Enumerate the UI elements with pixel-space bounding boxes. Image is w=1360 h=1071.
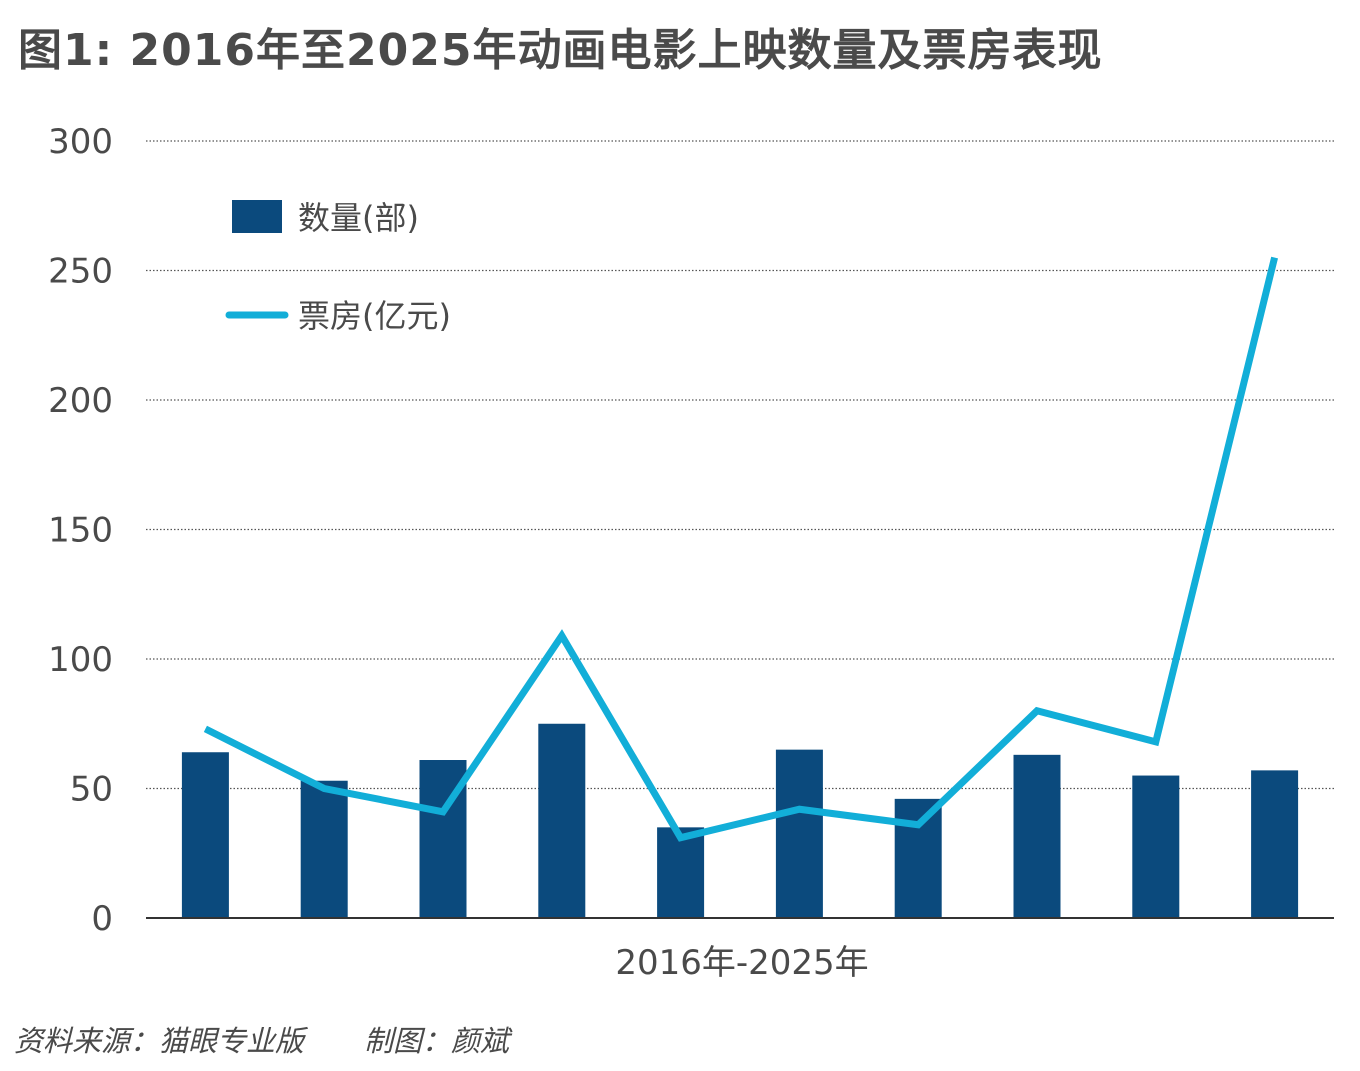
y-tick-label: 300 (48, 122, 113, 162)
box-office-line (203, 256, 1278, 842)
legend-bar-label: 数量(部) (298, 199, 419, 237)
legend: 数量(部) 票房(亿元) (225, 199, 451, 335)
footer: 资料来源：猫眼专业版 制图：颜斌 (14, 1018, 509, 1060)
y-tick-label: 250 (48, 252, 113, 292)
bar-2016 (181, 752, 229, 918)
bar-2021 (775, 749, 823, 918)
bar-2024 (1132, 775, 1180, 918)
bar-2017 (300, 780, 348, 918)
author-note: 制图：颜斌 (364, 1024, 510, 1058)
bar-2019 (538, 723, 586, 918)
y-axis-ticks: 0 50 100 150 200 250 300 (48, 122, 113, 939)
y-tick-label: 200 (48, 381, 113, 421)
source-note: 资料来源：猫眼专业版 (14, 1024, 305, 1058)
y-tick-label: 50 (70, 770, 113, 810)
y-tick-label: 100 (48, 640, 113, 680)
chart-title: 图1: 2016年至2025年动画电影上映数量及票房表现 (18, 25, 1103, 76)
y-tick-label: 0 (91, 899, 113, 939)
legend-line-label: 票房(亿元) (298, 297, 451, 335)
bar-2020 (657, 827, 705, 918)
legend-bar-swatch (232, 200, 282, 233)
line-series (203, 256, 1278, 842)
bar-2022 (894, 798, 942, 918)
x-axis-label: 2016年-2025年 (615, 943, 868, 983)
chart: 0 50 100 150 200 250 300 2016年-2025年 数量(部) 票房(… (48, 122, 1334, 983)
bar-2023 (1013, 754, 1061, 918)
gridlines (146, 140, 1334, 790)
y-tick-label: 150 (48, 511, 113, 551)
bar-2025 (1251, 770, 1299, 918)
